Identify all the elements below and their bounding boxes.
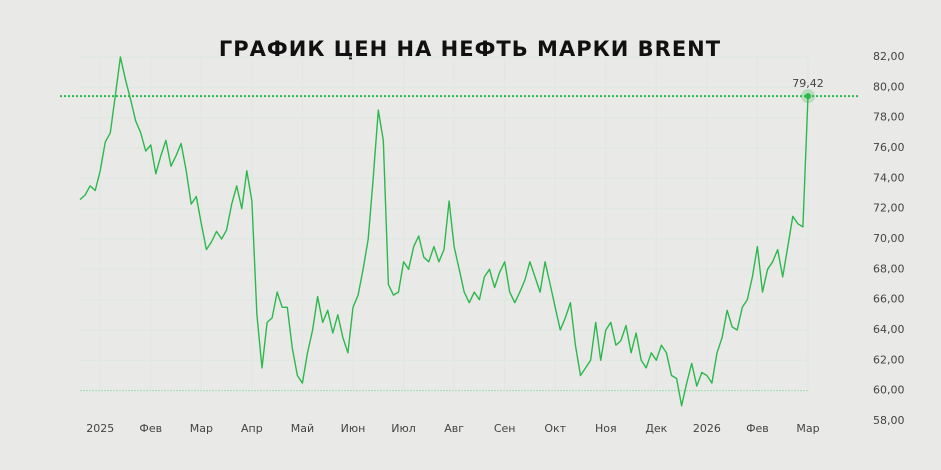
x-tick-label: Апр bbox=[241, 422, 263, 435]
y-tick-label: 80,00 bbox=[873, 80, 905, 93]
data-label: 79,42 bbox=[792, 77, 824, 90]
x-tick-label: 2025 bbox=[86, 422, 114, 435]
x-tick-label: Май bbox=[291, 422, 314, 435]
y-tick-label: 82,00 bbox=[873, 50, 905, 63]
x-tick-label: Мар bbox=[796, 422, 819, 435]
x-tick-label: Ноя bbox=[595, 422, 617, 435]
last-point bbox=[805, 93, 811, 100]
y-tick-label: 70,00 bbox=[873, 232, 905, 245]
y-tick-label: 60,00 bbox=[873, 384, 905, 397]
x-tick-label: Авг bbox=[444, 422, 464, 435]
y-tick-label: 74,00 bbox=[873, 171, 905, 184]
y-tick-label: 62,00 bbox=[873, 353, 905, 366]
x-tick-label: Фев bbox=[139, 422, 162, 435]
x-tick-label: Мар bbox=[190, 422, 213, 435]
y-tick-label: 58,00 bbox=[873, 414, 905, 427]
x-tick-label: Окт bbox=[544, 422, 566, 435]
x-tick-label: 2026 bbox=[693, 422, 721, 435]
y-tick-label: 66,00 bbox=[873, 293, 905, 306]
x-tick-label: Июн bbox=[341, 422, 366, 435]
y-tick-label: 64,00 bbox=[873, 323, 905, 336]
y-tick-label: 72,00 bbox=[873, 202, 905, 215]
x-tick-label: Сен bbox=[494, 422, 516, 435]
y-tick-label: 76,00 bbox=[873, 141, 905, 154]
x-tick-label: Фев bbox=[746, 422, 769, 435]
price-line bbox=[79, 56, 809, 407]
x-tick-label: Июл bbox=[391, 422, 416, 435]
y-tick-label: 78,00 bbox=[873, 111, 905, 124]
x-tick-label: Дек bbox=[645, 422, 667, 435]
y-tick-label: 68,00 bbox=[873, 262, 905, 275]
